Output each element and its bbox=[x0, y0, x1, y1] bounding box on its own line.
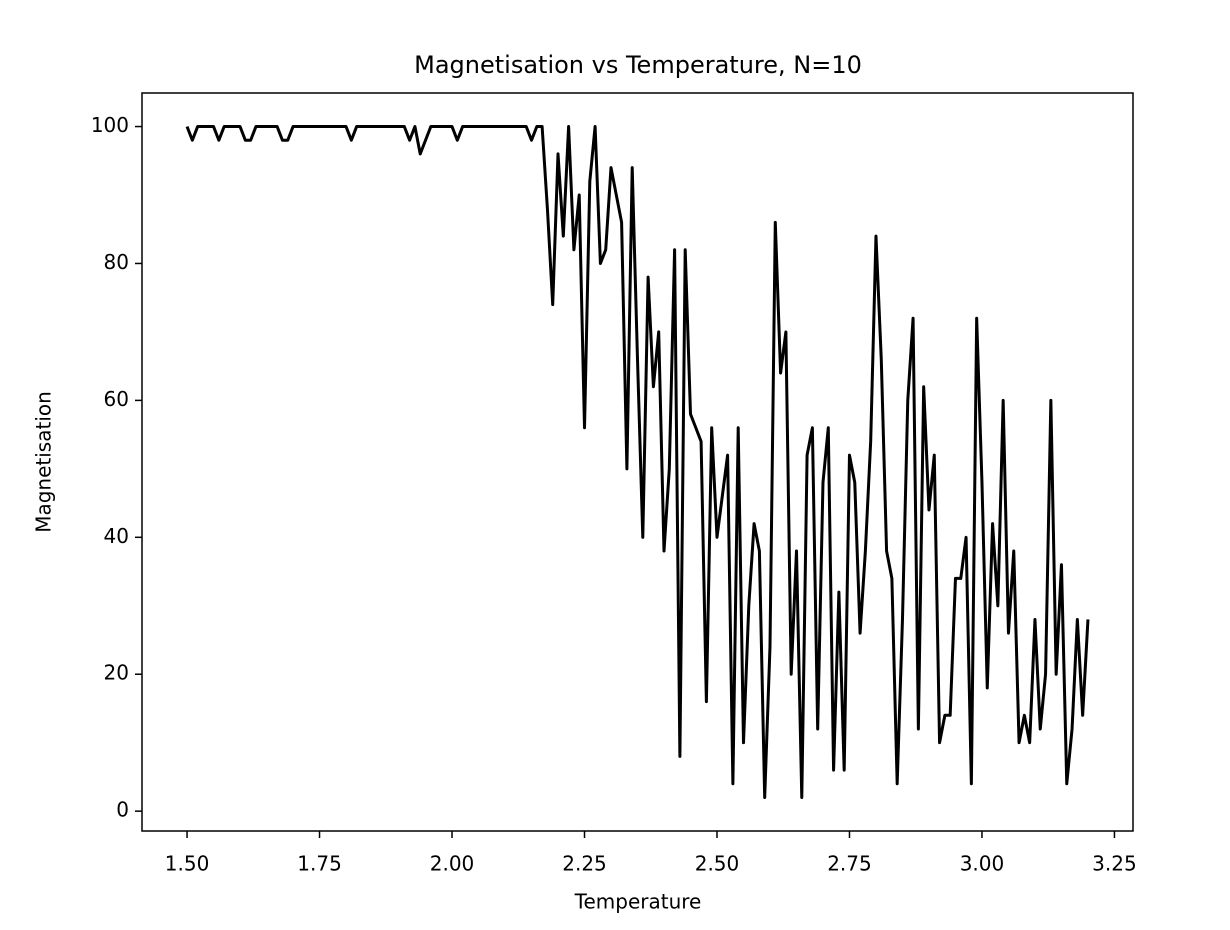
x-tick-label: 3.00 bbox=[960, 852, 1005, 876]
y-tick-label: 20 bbox=[104, 661, 129, 685]
y-tick-label: 40 bbox=[104, 524, 129, 548]
line bbox=[185, 125, 1090, 799]
y-tick-label: 80 bbox=[104, 250, 129, 274]
y-tick-label: 60 bbox=[104, 387, 129, 411]
x-tick-label: 2.50 bbox=[695, 852, 740, 876]
y-tick-label: 100 bbox=[91, 113, 129, 137]
x-tick-label: 2.25 bbox=[562, 852, 607, 876]
x-tick-label: 2.75 bbox=[827, 852, 872, 876]
y-axis-label: Magnetisation bbox=[32, 391, 56, 533]
x-axis-label: Temperature bbox=[574, 890, 702, 914]
x-tick-label: 1.75 bbox=[297, 852, 342, 876]
x-tick-label: 2.00 bbox=[430, 852, 475, 876]
x-tick-label: 3.25 bbox=[1092, 852, 1137, 876]
chart-title: Magnetisation vs Temperature, N=10 bbox=[414, 51, 862, 79]
x-tick-label: 1.50 bbox=[165, 852, 210, 876]
y-tick-label: 0 bbox=[116, 798, 129, 822]
plot-frame bbox=[141, 92, 1134, 832]
